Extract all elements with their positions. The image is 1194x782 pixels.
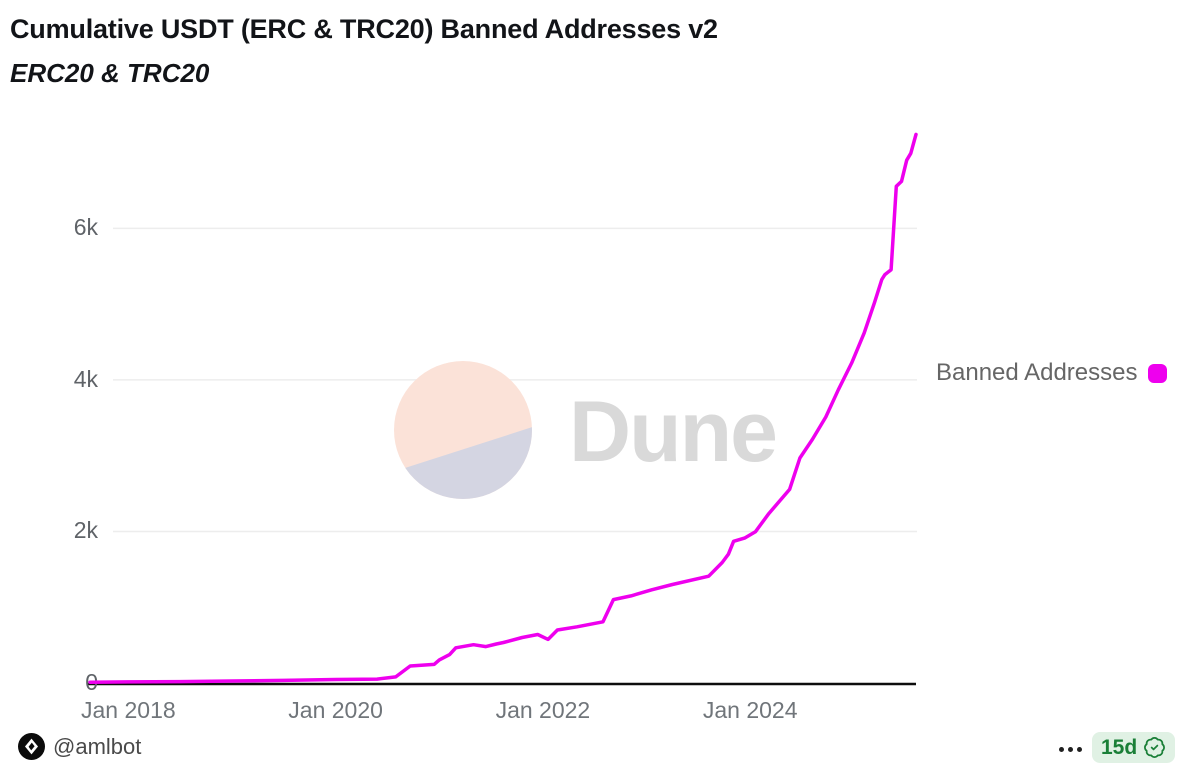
ellipsis-icon xyxy=(1058,746,1064,752)
x-tick-label: Jan 2020 xyxy=(288,697,383,723)
freshness-badge[interactable]: 15d xyxy=(1092,732,1176,763)
freshness-badge-label: 15d xyxy=(1101,735,1138,759)
legend-label: Banned Addresses xyxy=(936,359,1138,386)
banned-addresses-line xyxy=(88,132,918,684)
chart-title: Cumulative USDT (ERC & TRC20) Banned Add… xyxy=(10,14,718,44)
y-tick-label: 6k xyxy=(73,214,98,241)
author-handle: @amlbot xyxy=(53,733,142,759)
badge-check-icon xyxy=(1143,736,1166,759)
x-tick-label: Jan 2022 xyxy=(495,697,591,723)
dune-watermark-text: Dune xyxy=(569,384,778,480)
y-tick-label: 2k xyxy=(73,517,98,544)
legend-marker-swatch xyxy=(1148,363,1167,383)
x-tick-label: Jan 2018 xyxy=(81,697,176,723)
author-link[interactable]: @amlbot xyxy=(18,733,141,760)
options-menu-button[interactable] xyxy=(1050,738,1090,760)
y-tick-label: 4k xyxy=(73,365,98,392)
x-tick-label: Jan 2024 xyxy=(702,697,798,723)
amlbot-logo-icon xyxy=(18,733,45,760)
chart-subtitle: ERC20 & TRC20 xyxy=(10,58,210,88)
legend-item-banned-addresses[interactable]: Banned Addresses xyxy=(936,359,1174,387)
